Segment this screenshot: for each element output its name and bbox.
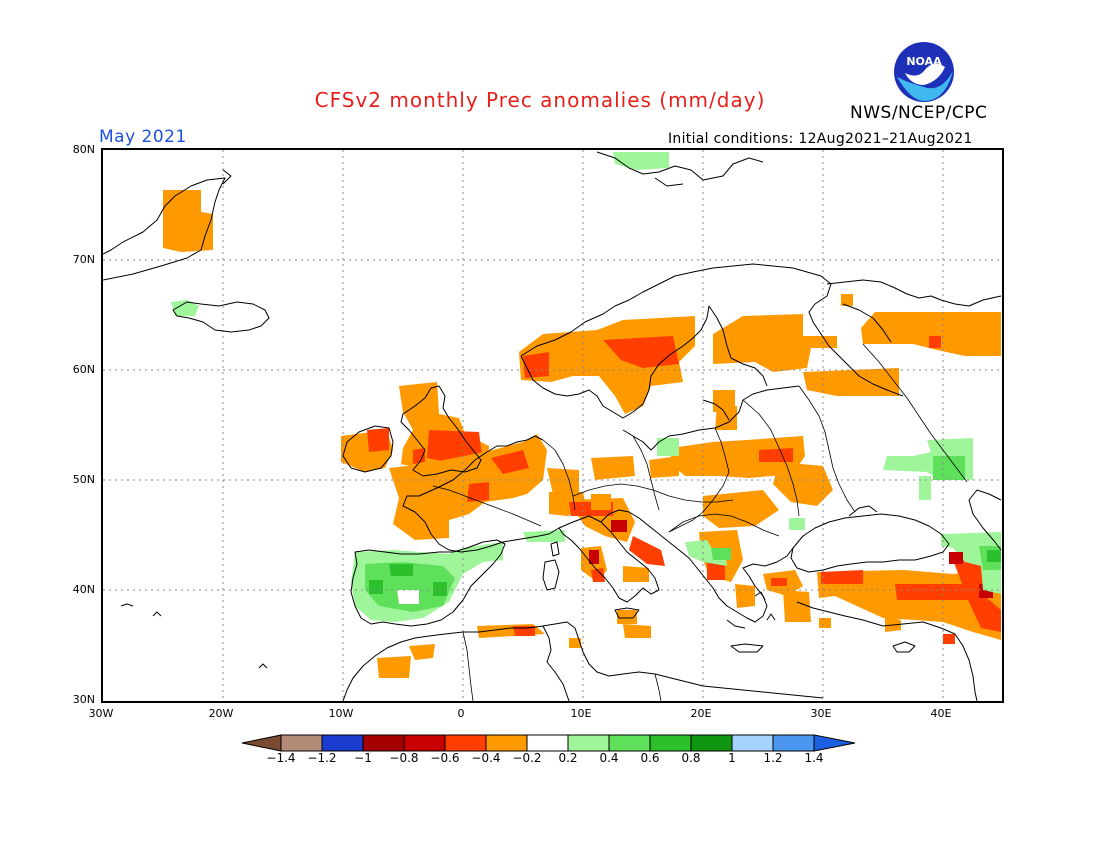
lat-label-80n: 80N <box>72 143 95 156</box>
lat-label-60n: 60N <box>72 363 95 376</box>
colorbar-label: 1 <box>728 751 736 765</box>
colorbar-swatch <box>321 734 364 752</box>
colorbar-label: −1 <box>354 751 372 765</box>
noaa-logo-text: NOAA <box>906 55 942 68</box>
colorbar-swatch <box>649 734 692 752</box>
colorbar-label: −1.2 <box>307 751 337 765</box>
lon-label-30w: 30W <box>88 707 114 720</box>
colorbar-label: −0.4 <box>471 751 501 765</box>
colorbar-swatch <box>813 734 856 752</box>
colorbar-swatch <box>526 734 569 752</box>
lat-label-30n: 30N <box>72 693 95 706</box>
anomaly-patches <box>163 152 1001 678</box>
colorbar-swatch <box>403 734 446 752</box>
map-title: CFSv2 monthly Prec anomalies (mm/day) <box>314 88 766 112</box>
lon-label-0: 0 <box>457 707 465 720</box>
month-label: May 2021 <box>99 127 187 147</box>
colorbar-swatch <box>772 734 815 752</box>
colorbar-swatch <box>485 734 528 752</box>
lon-label-20w: 20W <box>208 707 234 720</box>
lat-label-50n: 50N <box>72 473 95 486</box>
colorbar-swatch <box>567 734 610 752</box>
lat-label-40n: 40N <box>72 583 95 596</box>
colorbar-swatch <box>362 734 405 752</box>
initial-conditions-label: Initial conditions: 12Aug2021–21Aug2021 <box>668 131 973 147</box>
map-panel <box>101 148 1004 703</box>
colorbar-label: −0.6 <box>430 751 460 765</box>
colorbar-label: 0.4 <box>599 751 619 765</box>
colorbar-swatches <box>241 734 856 752</box>
colorbar-label: −0.8 <box>389 751 419 765</box>
colorbar-label: 0.6 <box>640 751 660 765</box>
colorbar-label: 0.2 <box>558 751 578 765</box>
colorbar-label: 1.4 <box>804 751 824 765</box>
colorbar-label: 1.2 <box>763 751 783 765</box>
agency-label: NWS/NCEP/CPC <box>850 103 988 123</box>
colorbar-swatch <box>690 734 733 752</box>
colorbar <box>241 734 856 752</box>
lon-label-10w: 10W <box>328 707 354 720</box>
lon-label-10e: 10E <box>570 707 592 720</box>
colorbar-swatch <box>241 734 282 752</box>
colorbar-label: −0.2 <box>512 751 542 765</box>
colorbar-swatch <box>731 734 774 752</box>
colorbar-swatch <box>608 734 651 752</box>
lon-label-40e: 40E <box>930 707 952 720</box>
colorbar-label: −1.4 <box>266 751 296 765</box>
lon-label-30e: 30E <box>810 707 832 720</box>
coastlines <box>103 151 1002 701</box>
noaa-logo: NOAA <box>894 42 954 102</box>
anomaly-map <box>103 150 1002 701</box>
colorbar-label: 0.8 <box>681 751 701 765</box>
colorbar-swatch <box>444 734 487 752</box>
colorbar-swatch <box>280 734 323 752</box>
graticule <box>103 150 1002 701</box>
lon-label-20e: 20E <box>690 707 712 720</box>
lat-label-70n: 70N <box>72 253 95 266</box>
